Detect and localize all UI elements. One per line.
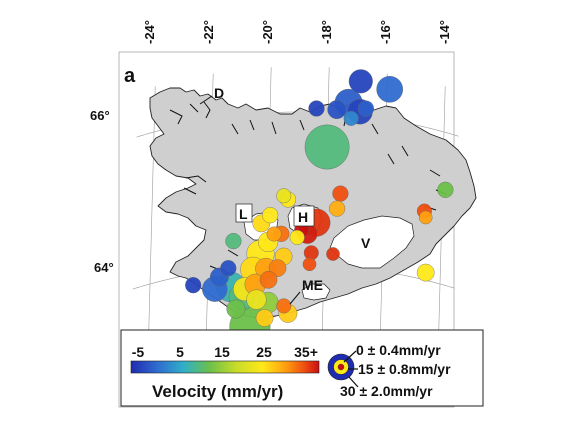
- station-marker: [304, 124, 350, 170]
- colorbar-title: Velocity (mm/yr): [152, 382, 283, 401]
- station-marker: [308, 100, 325, 117]
- station-marker: [329, 200, 346, 217]
- station-marker: [326, 247, 340, 261]
- station-marker: [343, 110, 359, 126]
- station-marker: [418, 210, 433, 225]
- size-key-leader-30: [348, 376, 359, 388]
- pointer-me: [289, 291, 301, 305]
- legend: -5 5 15 25 35+ Velocity (mm/yr) 0 ± 0.4mm/yr…: [120, 329, 484, 407]
- colorbar-tick-label: -5: [132, 344, 145, 360]
- place-labels: D L H V ME: [199, 85, 371, 305]
- label-l: L: [239, 206, 248, 222]
- size-key-label-0: 0 ± 0.4mm/yr: [356, 342, 441, 358]
- latitude-tick-label: 66°: [90, 108, 110, 123]
- station-marker: [246, 289, 267, 310]
- station-marker: [276, 188, 292, 204]
- longitude-tick-label: -14°: [437, 20, 452, 44]
- station-marker: [302, 257, 317, 272]
- land-polygon: [149, 87, 477, 319]
- longitude-tick-label: -18°: [319, 20, 334, 44]
- label-d: D: [214, 85, 224, 101]
- size-key-leader-0: [343, 350, 357, 363]
- station-marker: [262, 207, 279, 224]
- meridian-line: [147, 86, 156, 357]
- label-box-h: [293, 205, 315, 227]
- latitude-tick-labels: 66° 64°: [90, 108, 114, 275]
- longitude-tick-label: -24°: [142, 20, 157, 44]
- glacier-myrdalsjokull: [301, 283, 331, 301]
- size-key-label-15: 15 ± 0.8mm/yr: [358, 361, 451, 377]
- longitude-tick-label: -16°: [378, 20, 393, 44]
- colorbar-tick-label: 25: [256, 344, 272, 360]
- station-marker: [276, 298, 292, 314]
- station-marker: [255, 309, 274, 327]
- colorbar: [130, 360, 320, 374]
- iceland-landmass: [149, 87, 477, 319]
- glacier-vatnajokull: [329, 215, 415, 269]
- longitude-tick-label: -20°: [260, 20, 275, 44]
- station-marker: [259, 270, 278, 289]
- station-marker: [266, 226, 282, 242]
- station-marker: [289, 229, 305, 245]
- size-key-label-30: 30 ± 2.0mm/yr: [340, 383, 433, 399]
- colorbar-tick-label: 5: [176, 344, 184, 360]
- label-me: ME: [302, 277, 323, 293]
- latitude-tick-label: 64°: [94, 260, 114, 275]
- station-marker: [225, 233, 242, 250]
- colorbar-tick-label: 15: [214, 344, 230, 360]
- coast-details: [169, 101, 447, 271]
- colorbar-tick-label: 35+: [294, 344, 318, 360]
- label-h: H: [298, 209, 308, 225]
- panel-label: a: [124, 65, 136, 87]
- station-marker: [327, 100, 347, 120]
- label-v: V: [361, 235, 371, 251]
- station-marker: [357, 100, 375, 117]
- station-marker: [376, 76, 404, 103]
- size-key-0: [337, 363, 345, 371]
- station-marker: [220, 260, 237, 277]
- colorbar-tick-labels: -5 5 15 25 35+: [132, 344, 318, 360]
- longitude-tick-label: -22°: [201, 20, 216, 44]
- station-marker: [332, 185, 349, 202]
- station-marker: [348, 69, 373, 94]
- longitude-tick-labels: -24° -22° -20° -18° -16° -14°: [142, 20, 452, 44]
- station-marker: [185, 277, 202, 294]
- map-frame: [118, 51, 455, 408]
- label-box-l: [235, 203, 253, 223]
- station-marker: [226, 299, 246, 319]
- station-marker: [437, 181, 454, 198]
- station-marker: [416, 263, 435, 282]
- pointer-d: [199, 95, 213, 105]
